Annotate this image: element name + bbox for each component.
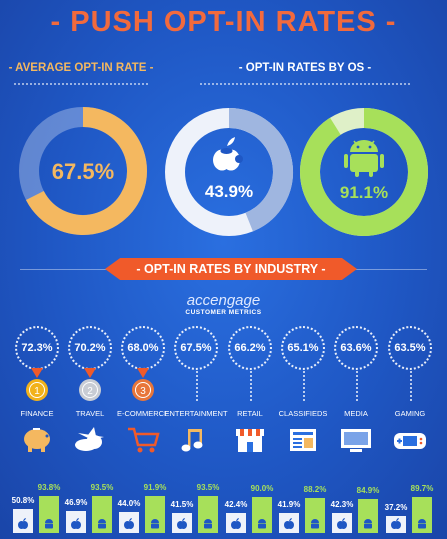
android-bar bbox=[145, 496, 165, 533]
industry-label: TRAVEL bbox=[75, 409, 105, 418]
industry-label: GAMING bbox=[394, 409, 426, 418]
ios-rate-label: 43.9% bbox=[205, 182, 253, 201]
tv-monitor-icon bbox=[341, 429, 371, 452]
android-rate-label: 91.1% bbox=[340, 183, 388, 202]
industry-label: E-COMMERCE bbox=[116, 409, 170, 418]
android-icon bbox=[344, 140, 384, 177]
brand-subtitle: CUSTOMER METRICS bbox=[185, 309, 262, 316]
industry-connector bbox=[410, 371, 412, 401]
ios-bar-label: 41.5% bbox=[170, 500, 194, 510]
average-rate-label: 67.5% bbox=[52, 159, 114, 184]
android-bar-label: 89.7% bbox=[410, 484, 434, 494]
industry-rate-bubble: 63.5% bbox=[388, 326, 432, 370]
heading-divider bbox=[200, 83, 410, 85]
android-bar-label: 90.0% bbox=[250, 484, 274, 494]
medal-rank: 2 bbox=[87, 386, 93, 397]
shopping-cart-icon bbox=[128, 427, 160, 453]
ios-bar bbox=[13, 509, 33, 533]
android-bar bbox=[358, 499, 378, 533]
music-note-icon bbox=[181, 429, 203, 452]
industry-label: MEDIA bbox=[344, 409, 368, 418]
android-icon bbox=[418, 519, 426, 529]
android-bar bbox=[92, 495, 112, 533]
industry-connector bbox=[303, 371, 305, 401]
industry-rate-bubble: 72.3% bbox=[15, 326, 59, 370]
android-bar bbox=[305, 497, 325, 533]
apple-icon bbox=[124, 518, 134, 529]
apple-icon bbox=[284, 518, 294, 529]
medal-rank: 3 bbox=[140, 386, 146, 397]
industry-rate-bubble: 66.2% bbox=[228, 326, 272, 370]
piggy-bank-icon bbox=[24, 428, 50, 452]
android-bar bbox=[198, 495, 218, 533]
industry-label: RETAIL bbox=[237, 409, 263, 418]
apple-icon bbox=[213, 137, 243, 171]
industry-rate-bubble: 63.6% bbox=[334, 326, 378, 370]
brand-logo: accengage bbox=[186, 292, 261, 309]
ios-bar-label: 37.2% bbox=[384, 502, 408, 512]
android-bar-label: 91.9% bbox=[143, 483, 167, 493]
industry-rate-bubble: 67.5% bbox=[174, 326, 218, 370]
airplane-cloud-icon bbox=[75, 427, 104, 451]
apple-icon bbox=[71, 518, 81, 529]
apple-icon bbox=[391, 518, 401, 529]
average-rate-heading: - AVERAGE OPT-IN RATE - bbox=[8, 62, 154, 74]
medal-rank: 1 bbox=[34, 386, 40, 397]
ios-bar-label: 44.0% bbox=[117, 499, 141, 509]
android-bar bbox=[252, 497, 272, 533]
android-icon bbox=[45, 519, 53, 529]
ios-bar-label: 46.9% bbox=[64, 497, 88, 507]
android-bar-label: 93.5% bbox=[90, 482, 114, 492]
industry-label: ENTERTAINMENT bbox=[164, 409, 228, 418]
apple-icon bbox=[177, 518, 187, 529]
industry-label: FINANCE bbox=[20, 409, 54, 418]
ios-bar-label: 42.3% bbox=[330, 500, 354, 510]
industry-heading: - OPT-IN RATES BY INDUSTRY - bbox=[105, 258, 357, 280]
page-title: - PUSH OPT-IN RATES - bbox=[50, 6, 397, 38]
industry-rate-bubble: 70.2% bbox=[68, 326, 112, 370]
medal-icon: 1 bbox=[26, 368, 48, 401]
medal-icon: 2 bbox=[79, 368, 101, 401]
android-icon bbox=[204, 519, 212, 529]
newspaper-icon bbox=[290, 429, 316, 451]
android-icon bbox=[258, 519, 266, 529]
storefront-icon bbox=[236, 429, 264, 452]
average-donut-arc bbox=[25, 107, 147, 235]
os-rate-heading: - OPT-IN RATES BY OS - bbox=[238, 62, 372, 74]
industry-connector bbox=[250, 371, 252, 401]
android-bar bbox=[39, 495, 59, 533]
medal-icon: 3 bbox=[132, 368, 154, 401]
android-icon bbox=[364, 519, 372, 529]
industry-rate-bubble: 68.0% bbox=[121, 326, 165, 370]
ios-bar-label: 42.4% bbox=[224, 500, 248, 510]
industry-label: CLASSIFIEDS bbox=[278, 409, 328, 418]
android-donut-arc bbox=[300, 108, 428, 236]
android-bar bbox=[412, 497, 432, 533]
ios-bar-label: 41.9% bbox=[277, 500, 301, 510]
heading-divider bbox=[14, 83, 148, 85]
ios-bar-label: 50.8% bbox=[11, 496, 35, 506]
android-bar-label: 88.2% bbox=[303, 484, 327, 494]
industry-rate-bubble: 65.1% bbox=[281, 326, 325, 370]
game-controller-icon bbox=[394, 433, 426, 449]
apple-icon bbox=[231, 518, 241, 529]
android-bar-label: 93.8% bbox=[37, 482, 61, 492]
android-icon bbox=[311, 519, 319, 529]
ios-donut-arc bbox=[228, 108, 293, 232]
android-icon bbox=[98, 519, 106, 529]
industry-connector bbox=[356, 371, 358, 401]
android-bar-label: 93.5% bbox=[196, 482, 220, 492]
android-bar-label: 84.9% bbox=[356, 486, 380, 496]
apple-icon bbox=[337, 518, 347, 529]
apple-icon bbox=[18, 518, 28, 529]
android-icon bbox=[151, 519, 159, 529]
industry-connector bbox=[196, 371, 198, 401]
